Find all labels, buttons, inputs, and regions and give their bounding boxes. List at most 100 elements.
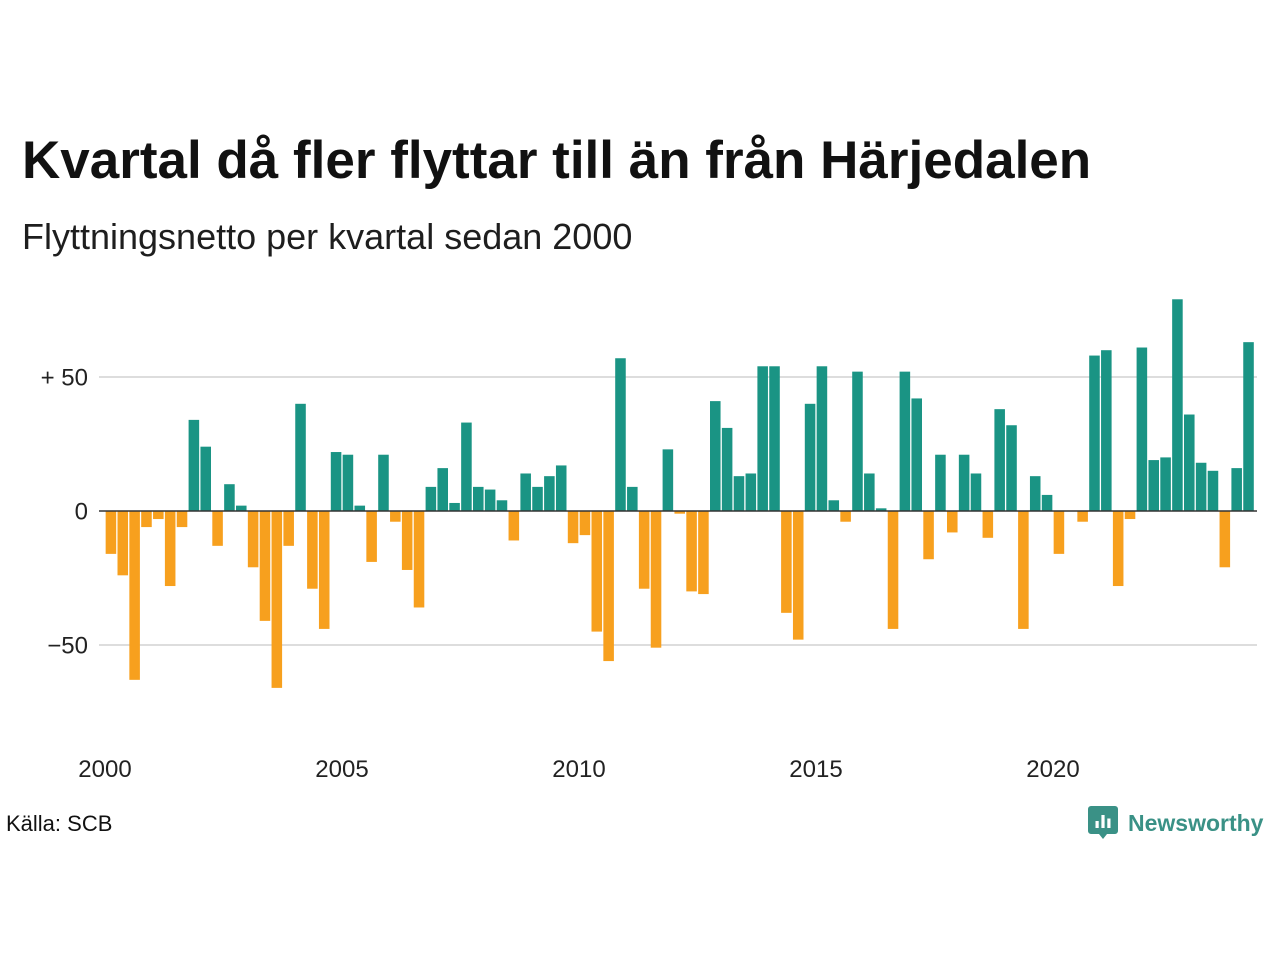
bar-2016-Q2 (875, 508, 887, 511)
bar-2004-Q2 (307, 511, 318, 589)
bar-2006-Q2 (401, 511, 413, 570)
bar-2010-Q2 (591, 511, 603, 632)
bar-2006-Q1 (390, 511, 401, 522)
bar-2015-Q2 (828, 500, 840, 511)
gridlines (99, 376, 1257, 646)
bar-2015-Q1 (816, 366, 828, 511)
bar-2013-Q3 (745, 473, 757, 511)
bar-2002-Q2 (212, 511, 223, 546)
chart-title: Kvartal då fler flyttar till än från Här… (22, 131, 1092, 190)
bar-2000-Q2 (117, 511, 129, 576)
x-axis: 2000 2005 2010 2015 2020 (78, 756, 1079, 783)
x-tick-label: 2005 (315, 756, 368, 783)
bar-2017-Q4 (947, 511, 958, 533)
y-tick-label: 0 (75, 499, 88, 526)
bar-2006-Q3 (413, 511, 425, 608)
bar-2018-Q1 (958, 454, 970, 511)
bar-2008-Q1 (484, 489, 496, 511)
bar-2005-Q4 (378, 454, 389, 511)
bar-2012-Q3 (698, 511, 709, 595)
bar-chart: −50 0 + 50 2000 2005 2010 2015 2020 (41, 299, 1257, 783)
newsworthy-logo-icon (1088, 806, 1118, 839)
bar-2003-Q1 (247, 511, 259, 568)
bar-2011-Q3 (650, 511, 662, 648)
bar-2019-Q1 (1006, 425, 1017, 511)
bar-2014-Q2 (781, 511, 792, 613)
bar-2003-Q4 (283, 511, 294, 546)
bar-2010-Q1 (579, 511, 591, 536)
bar-2017-Q1 (911, 398, 922, 511)
bar-2006-Q4 (425, 486, 437, 511)
bar-2003-Q3 (271, 511, 283, 688)
bar-2022-Q3 (1172, 299, 1183, 511)
bar-2019-Q3 (1029, 476, 1041, 511)
x-tick-label: 2015 (789, 756, 842, 783)
bar-2007-Q1 (437, 468, 448, 511)
bar-2016-Q1 (864, 473, 875, 511)
bar-2007-Q3 (461, 422, 472, 511)
bars (105, 299, 1254, 688)
bar-2007-Q2 (449, 502, 460, 511)
bar-2019-Q2 (1018, 511, 1029, 629)
bar-2002-Q1 (200, 446, 211, 511)
bar-2004-Q1 (295, 403, 306, 511)
y-tick-label: + 50 (41, 365, 88, 392)
x-tick-label: 2010 (552, 756, 605, 783)
x-tick-label: 2020 (1026, 756, 1079, 783)
bar-2010-Q3 (603, 511, 614, 662)
bar-2000-Q4 (141, 511, 152, 528)
bar-2009-Q2 (544, 476, 555, 511)
bar-2011-Q2 (638, 511, 650, 589)
newsworthy-logo-text: Newsworthy (1128, 809, 1264, 836)
bar-2020-Q1 (1053, 511, 1065, 554)
bar-2000-Q1 (105, 511, 117, 554)
bar-2001-Q3 (176, 511, 188, 528)
bar-2012-Q4 (710, 401, 721, 511)
x-tick-label: 2000 (78, 756, 131, 783)
bar-2013-Q2 (733, 476, 745, 511)
newsworthy-logo: Newsworthy (1088, 805, 1263, 841)
bar-2014-Q3 (792, 511, 804, 640)
bar-2020-Q3 (1077, 511, 1088, 522)
bar-2023-Q3 (1219, 511, 1231, 568)
bar-2001-Q1 (153, 511, 164, 520)
bar-2023-Q4 (1231, 468, 1242, 511)
bar-2023-Q2 (1207, 470, 1219, 511)
bar-2008-Q2 (496, 500, 508, 511)
bar-2011-Q4 (662, 449, 674, 511)
bar-2003-Q2 (259, 511, 271, 621)
bar-2001-Q4 (188, 419, 200, 511)
bar-2024-Q1 (1243, 342, 1254, 511)
bar-2004-Q3 (318, 511, 330, 629)
bar-2002-Q4 (236, 505, 247, 511)
bar-2019-Q4 (1041, 494, 1053, 511)
bar-2008-Q3 (508, 511, 520, 541)
bar-2014-Q1 (769, 366, 780, 511)
y-axis: −50 0 + 50 (41, 365, 88, 660)
bar-2013-Q4 (757, 366, 768, 511)
bar-2012-Q1 (674, 511, 685, 514)
bar-2013-Q1 (721, 427, 733, 511)
bar-2009-Q3 (555, 465, 567, 511)
bar-2017-Q2 (923, 511, 934, 560)
bar-2005-Q2 (354, 505, 366, 511)
bar-2021-Q4 (1136, 347, 1148, 511)
bar-2015-Q4 (852, 371, 863, 511)
bar-2014-Q4 (804, 403, 816, 511)
source-note: Källa: SCB (6, 811, 113, 836)
bar-2008-Q4 (520, 473, 531, 511)
bar-2011-Q1 (627, 486, 638, 511)
bar-2002-Q3 (224, 484, 235, 511)
bar-2016-Q4 (899, 371, 911, 511)
bar-2016-Q3 (887, 511, 899, 629)
bar-2015-Q3 (840, 511, 851, 522)
bar-2018-Q2 (970, 473, 982, 511)
bar-2007-Q4 (473, 486, 484, 511)
bar-2017-Q3 (935, 454, 946, 511)
bar-2022-Q4 (1184, 414, 1195, 511)
bar-2010-Q4 (615, 358, 626, 511)
bar-2012-Q2 (686, 511, 697, 592)
bar-2021-Q3 (1124, 511, 1136, 520)
bar-2000-Q3 (129, 511, 140, 680)
bar-2022-Q2 (1160, 457, 1171, 511)
